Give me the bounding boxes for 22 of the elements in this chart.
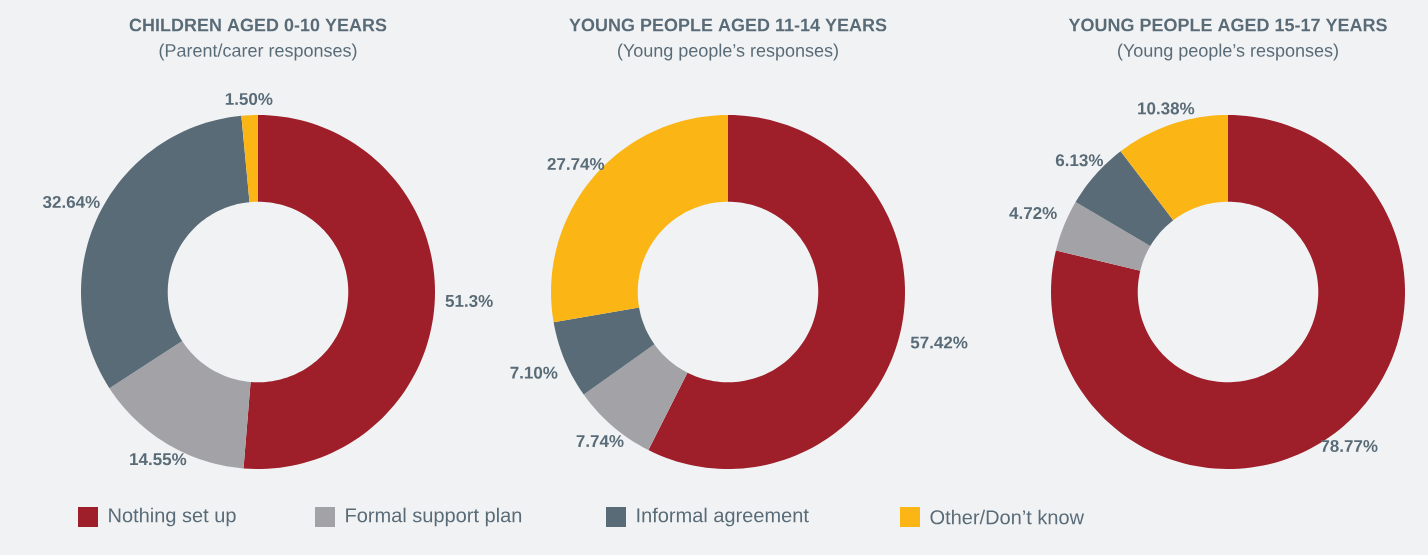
data-label: 51.3%: [445, 294, 493, 308]
chart-subtitle: (Young people’s responses): [618, 43, 838, 61]
chart-subtitle: (Parent/carer responses): [159, 43, 357, 61]
legend-label: Informal agreement: [637, 507, 809, 527]
data-label: 1.50%: [225, 92, 273, 105]
chart-title: YOUNG PEOPLE AGED 11-14 YEARS: [569, 18, 887, 32]
data-label: 14.55%: [130, 453, 187, 466]
data-label: 78.77%: [1321, 439, 1378, 453]
data-label: 6.13%: [1055, 154, 1104, 167]
legend-label: Other/Don’t know: [930, 509, 1085, 525]
legend-label: Nothing set up: [109, 507, 236, 527]
legend-label: Formal support plan: [346, 507, 522, 527]
chart-title: YOUNG PEOPLE AGED 15-17 YEARS: [1068, 18, 1387, 32]
data-label: 10.38%: [1138, 102, 1195, 115]
data-label: 57.42%: [910, 336, 968, 349]
data-label: 4.72%: [1009, 207, 1057, 220]
data-label: 7.74%: [576, 435, 624, 448]
data-label: 7.10%: [510, 366, 558, 379]
data-label: 27.74%: [547, 157, 605, 170]
chart-title: CHILDREN AGED 0-10 YEARS: [129, 18, 387, 32]
data-label: 32.64%: [42, 195, 100, 209]
chart-subtitle: (Young people’s responses): [1118, 43, 1338, 61]
